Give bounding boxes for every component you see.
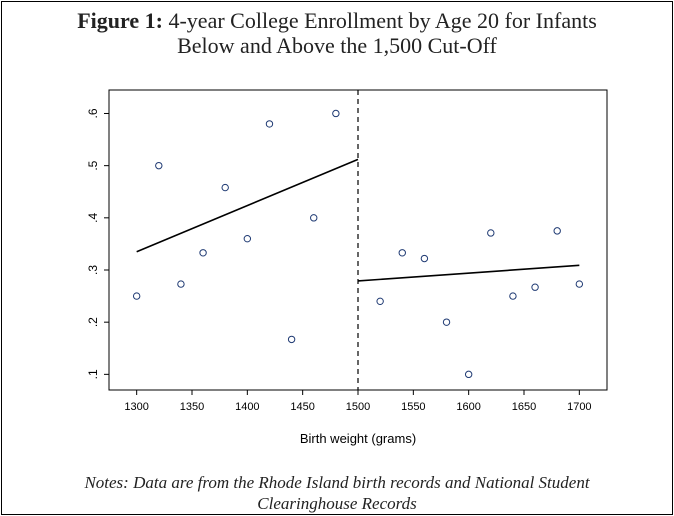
x-tick-label: 1700 <box>567 401 591 413</box>
y-tick-label: .5 <box>86 160 100 170</box>
figure-title-line2: Below and Above the 1,500 Cut-Off <box>177 33 497 58</box>
data-point <box>553 227 561 235</box>
data-point <box>243 234 252 243</box>
data-point <box>376 297 384 306</box>
data-point <box>487 229 495 237</box>
x-tick-label: 1450 <box>290 401 314 413</box>
y-tick-label: .6 <box>86 108 100 118</box>
notes-line2: Clearinghouse Records <box>257 494 417 513</box>
data-point <box>442 318 451 326</box>
data-point <box>531 283 539 291</box>
figure-label: Figure 1: <box>77 8 163 33</box>
x-tick-label: 1350 <box>180 401 204 413</box>
fit-line-above <box>357 264 580 282</box>
y-tick-label: .3 <box>86 265 100 275</box>
y-tick-label: .1 <box>86 369 100 379</box>
data-point <box>199 249 207 257</box>
data-point <box>132 292 141 300</box>
data-point <box>332 109 340 118</box>
x-tick-label: 1550 <box>401 401 425 413</box>
data-point <box>509 292 517 300</box>
data-point <box>310 214 318 222</box>
figure-notes: Notes: Data are from the Rhode Island bi… <box>2 472 672 514</box>
data-point <box>420 254 429 263</box>
data-point <box>575 280 584 288</box>
figure-title-line1: 4-year College Enrollment by Age 20 for … <box>162 8 597 33</box>
data-point <box>464 370 473 379</box>
data-point <box>155 161 163 170</box>
x-tick-label: 1650 <box>512 401 536 413</box>
chart: 1300 1350 1400 1450 1500 1550 1600 1650 1700 .1.… <box>86 89 608 446</box>
data-point <box>287 335 296 344</box>
data-point <box>265 120 274 128</box>
data-point <box>177 280 185 288</box>
x-tick-label: 1300 <box>124 401 148 413</box>
data-point <box>398 249 406 257</box>
figure-title: Figure 1: 4-year College Enrollment by A… <box>2 8 672 58</box>
x-tick-label: 1400 <box>235 401 259 413</box>
x-tick-label: 1500 <box>346 401 370 413</box>
data-point <box>221 183 229 192</box>
x-axis-label: Birth weight (grams) <box>300 431 416 446</box>
y-tick-label: .4 <box>86 212 100 222</box>
x-tick-label: 1600 <box>456 401 480 413</box>
fit-line-below <box>136 158 359 253</box>
notes-line1: Notes: Data are from the Rhode Island bi… <box>84 473 590 492</box>
y-tick-label: .2 <box>86 317 100 327</box>
